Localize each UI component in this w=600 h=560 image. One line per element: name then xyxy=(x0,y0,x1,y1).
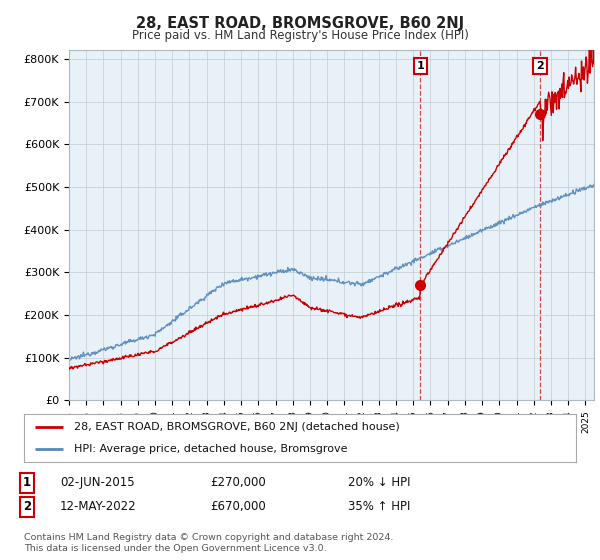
Text: 1: 1 xyxy=(416,61,424,71)
Text: 35% ↑ HPI: 35% ↑ HPI xyxy=(348,500,410,514)
Text: Price paid vs. HM Land Registry's House Price Index (HPI): Price paid vs. HM Land Registry's House … xyxy=(131,29,469,42)
Text: 20% ↓ HPI: 20% ↓ HPI xyxy=(348,476,410,489)
Text: £270,000: £270,000 xyxy=(210,476,266,489)
Text: 28, EAST ROAD, BROMSGROVE, B60 2NJ: 28, EAST ROAD, BROMSGROVE, B60 2NJ xyxy=(136,16,464,31)
Text: 2: 2 xyxy=(536,61,544,71)
Text: HPI: Average price, detached house, Bromsgrove: HPI: Average price, detached house, Brom… xyxy=(74,444,347,454)
Text: 12-MAY-2022: 12-MAY-2022 xyxy=(60,500,137,514)
Text: 2: 2 xyxy=(23,500,31,514)
Text: 1: 1 xyxy=(23,476,31,489)
Text: £670,000: £670,000 xyxy=(210,500,266,514)
Text: 02-JUN-2015: 02-JUN-2015 xyxy=(60,476,134,489)
Text: 28, EAST ROAD, BROMSGROVE, B60 2NJ (detached house): 28, EAST ROAD, BROMSGROVE, B60 2NJ (deta… xyxy=(74,422,400,432)
Text: Contains HM Land Registry data © Crown copyright and database right 2024.
This d: Contains HM Land Registry data © Crown c… xyxy=(24,533,394,553)
